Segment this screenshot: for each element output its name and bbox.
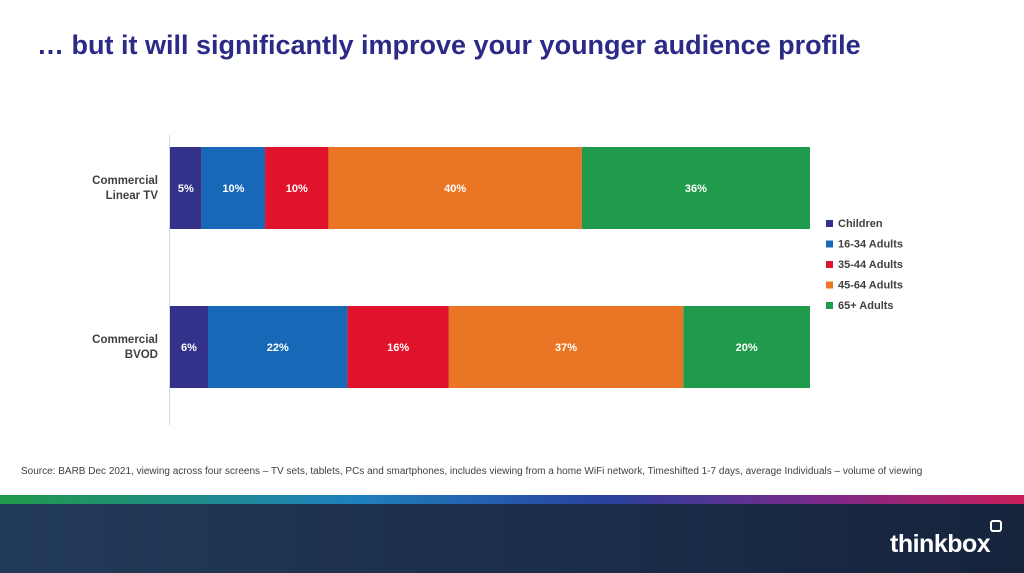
- data-label: 10%: [222, 183, 244, 195]
- footer-bar: [0, 504, 1024, 573]
- legend: Children 16-34 Adults 35-44 Adults 45-64 Ad…: [826, 218, 903, 312]
- source-note: Source: BARB Dec 2021, viewing across fo…: [21, 466, 923, 477]
- data-label: 10%: [286, 183, 308, 195]
- legend-label: Children: [838, 218, 883, 230]
- category-labels-layer: Commercial Linear TV Commercial BVOD: [92, 175, 158, 361]
- legend-swatch: [826, 240, 833, 248]
- legend-label: 65+ Adults: [838, 300, 894, 312]
- thinkbox-logo: thinkbox: [890, 530, 991, 558]
- data-label: 22%: [267, 342, 289, 354]
- data-label: 20%: [736, 342, 758, 354]
- footer-stripe: [0, 495, 1024, 504]
- bar-segment: [328, 147, 582, 229]
- bar-segment: [208, 306, 348, 388]
- bars-layer: [170, 147, 810, 388]
- stacked-bar-chart: 5% 10% 10% 40% 36% 6% 22% 16% 37% 20% Commercial L…: [92, 135, 903, 425]
- bar-labels-layer: 5% 10% 10% 40% 36% 6% 22% 16% 37% 20%: [178, 183, 758, 354]
- bar-segment: [170, 147, 202, 229]
- legend-swatch: [826, 281, 833, 289]
- legend-swatch: [826, 261, 833, 268]
- category-label: Commercial: [92, 175, 158, 187]
- data-label: 40%: [444, 183, 466, 195]
- data-label: 5%: [178, 183, 194, 195]
- bar-segment: [170, 306, 209, 388]
- bar-segment: [581, 147, 810, 229]
- category-label: Commercial: [92, 334, 158, 346]
- bar-segment: [347, 306, 449, 388]
- category-label: BVOD: [125, 349, 158, 361]
- data-label: 16%: [387, 342, 409, 354]
- legend-label: 45-64 Adults: [838, 280, 903, 292]
- logo-square-icon: [990, 520, 1002, 532]
- data-label: 37%: [555, 342, 577, 354]
- legend-label: 16-34 Adults: [838, 239, 903, 251]
- data-label: 36%: [685, 183, 707, 195]
- bar-segment: [201, 147, 266, 229]
- page-title: … but it will significantly improve your…: [37, 30, 861, 60]
- category-label: Linear TV: [106, 190, 159, 202]
- legend-swatch: [826, 220, 833, 227]
- data-label: 6%: [181, 342, 197, 354]
- legend-swatch: [826, 302, 833, 309]
- bar-segment: [683, 306, 810, 388]
- bar-segment: [448, 306, 684, 388]
- legend-label: 35-44 Adults: [838, 259, 903, 271]
- bar-segment: [265, 147, 329, 229]
